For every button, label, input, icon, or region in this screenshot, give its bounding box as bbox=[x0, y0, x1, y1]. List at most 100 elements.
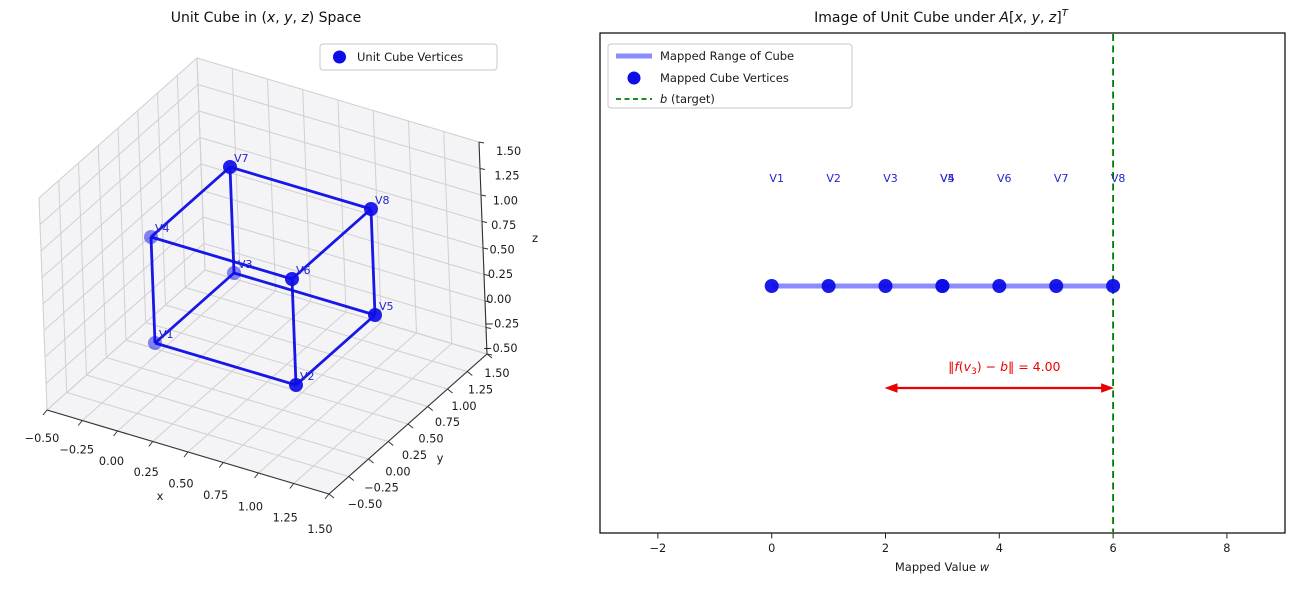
cube-vertex-dot bbox=[223, 160, 237, 174]
gridline bbox=[222, 322, 382, 463]
x-tick-mark bbox=[254, 472, 259, 479]
gridline bbox=[157, 92, 166, 306]
z-axis-label: z bbox=[532, 231, 538, 245]
x-tick-mark bbox=[218, 462, 224, 468]
text-part: Image of Unit Cube under bbox=[814, 10, 999, 26]
text-part: , bbox=[1023, 10, 1032, 26]
gridline bbox=[41, 137, 201, 278]
y-tick-label: 0.75 bbox=[435, 416, 460, 429]
x-tick-label: −0.50 bbox=[25, 432, 60, 445]
text-part: 1.25 bbox=[273, 512, 298, 525]
text-part: V7 bbox=[234, 152, 249, 165]
gridline bbox=[38, 57, 198, 199]
cube-edge bbox=[291, 207, 372, 281]
legend-label: Unit Cube Vertices bbox=[357, 50, 463, 64]
cube-vertex-dot bbox=[285, 272, 299, 286]
text-part: V6 bbox=[296, 264, 311, 277]
text-part: x bbox=[266, 10, 276, 26]
text-part: z bbox=[300, 10, 309, 26]
text-part: 1.00 bbox=[493, 194, 518, 207]
mapped-vertex-dot bbox=[935, 279, 950, 293]
text-part: 0.00 bbox=[385, 465, 410, 478]
y-tick-label: 1.25 bbox=[468, 383, 493, 396]
z-tick-label: 1.00 bbox=[493, 194, 518, 207]
text-part: 0.50 bbox=[168, 478, 193, 491]
y-tick-mark bbox=[328, 493, 335, 499]
text-part: V2 bbox=[300, 370, 315, 383]
gridline bbox=[372, 110, 382, 323]
mapped-vertex-label: V2 bbox=[826, 172, 841, 185]
y-tick-mark bbox=[407, 423, 414, 429]
text-part: y bbox=[437, 451, 444, 465]
text-part: 6 bbox=[1110, 542, 1117, 555]
text-part: 0.25 bbox=[402, 449, 427, 462]
mapped-vertex-label: V7 bbox=[1054, 172, 1069, 185]
z-tick-mark bbox=[480, 194, 487, 197]
cube-vertex-label: V8 bbox=[375, 194, 390, 207]
text-part: , bbox=[275, 10, 284, 26]
cube-vertex-label: V2 bbox=[300, 370, 315, 383]
cube-edge bbox=[154, 271, 235, 345]
y-tick-mark bbox=[466, 371, 473, 376]
mapped-vertex-label: V1 bbox=[769, 172, 784, 185]
legend-dot-swatch bbox=[627, 71, 641, 85]
text-part: V4 bbox=[155, 222, 170, 235]
gridline bbox=[443, 131, 453, 344]
x-tick-label: 1.25 bbox=[273, 512, 298, 525]
text-part: 1.50 bbox=[484, 367, 509, 380]
cube-edge bbox=[295, 313, 376, 387]
x-tick-mark bbox=[289, 483, 295, 489]
cube-vertex-dot bbox=[364, 202, 378, 216]
x-tick-label: 6 bbox=[1110, 542, 1117, 555]
gridline bbox=[117, 127, 127, 341]
x-tick-mark bbox=[324, 493, 330, 500]
text-part: 0.75 bbox=[203, 489, 228, 502]
mapped-vertex-label: V3 bbox=[883, 172, 898, 185]
text-part: , bbox=[1040, 10, 1049, 26]
z-tick-mark bbox=[483, 274, 490, 276]
text-part: V4 bbox=[940, 172, 955, 185]
text-part: w bbox=[980, 560, 990, 574]
mapped-vertex-dot bbox=[1049, 279, 1064, 293]
legend-label: b (target) bbox=[660, 92, 715, 106]
x-tick-mark bbox=[113, 430, 118, 437]
cube-edge bbox=[233, 271, 376, 317]
y-tick-label: 0.50 bbox=[418, 433, 443, 446]
text-part: −0.25 bbox=[364, 482, 399, 495]
y-tick-label: −0.25 bbox=[364, 482, 399, 495]
x-axis-label: Mapped Value w bbox=[895, 560, 990, 574]
x-tick-mark bbox=[77, 420, 83, 426]
z-tick-label: 0.00 bbox=[486, 293, 511, 306]
text-part: 1.25 bbox=[468, 383, 493, 396]
mapped-vertex-dot bbox=[764, 279, 779, 293]
mapped-vertex-label: V8 bbox=[1111, 172, 1126, 185]
gridline bbox=[185, 287, 468, 372]
text-part: V3 bbox=[883, 172, 898, 185]
text-part: 3 bbox=[971, 367, 977, 377]
cube-edge bbox=[150, 235, 293, 281]
left-plot-title: Unit Cube in (x, y, z) Space bbox=[171, 10, 362, 26]
x-tick-label: 0.25 bbox=[134, 466, 159, 479]
right-plot-title: Image of Unit Cube under A[x, y, z]T bbox=[814, 8, 1069, 26]
left-legend: Unit Cube Vertices bbox=[319, 43, 498, 71]
text-part: V6 bbox=[997, 172, 1012, 185]
text-part: ) Space bbox=[309, 10, 362, 26]
right-legend: Mapped Range of Cube Mapped Cube Vertices… bbox=[607, 43, 853, 109]
y-tick-mark bbox=[486, 353, 493, 359]
text-part: 0.75 bbox=[491, 219, 516, 232]
mapped-vertex-dot bbox=[821, 279, 836, 293]
y-tick-label: −0.50 bbox=[348, 498, 383, 511]
text-part: ( bbox=[959, 359, 964, 374]
gridline bbox=[137, 110, 147, 323]
legend-label: Mapped Cube Vertices bbox=[660, 71, 789, 85]
y-tick-label: 1.50 bbox=[484, 367, 509, 380]
z-tick-mark bbox=[479, 168, 486, 170]
x-tick-label: 4 bbox=[996, 542, 1003, 555]
z-tick-label: −0.50 bbox=[483, 342, 518, 355]
y-tick-label: 0.00 bbox=[385, 465, 410, 478]
cube-vertex-label: V6 bbox=[296, 264, 311, 277]
text-part: 8 bbox=[1223, 542, 1230, 555]
x-tick-label: 1.00 bbox=[238, 500, 263, 513]
